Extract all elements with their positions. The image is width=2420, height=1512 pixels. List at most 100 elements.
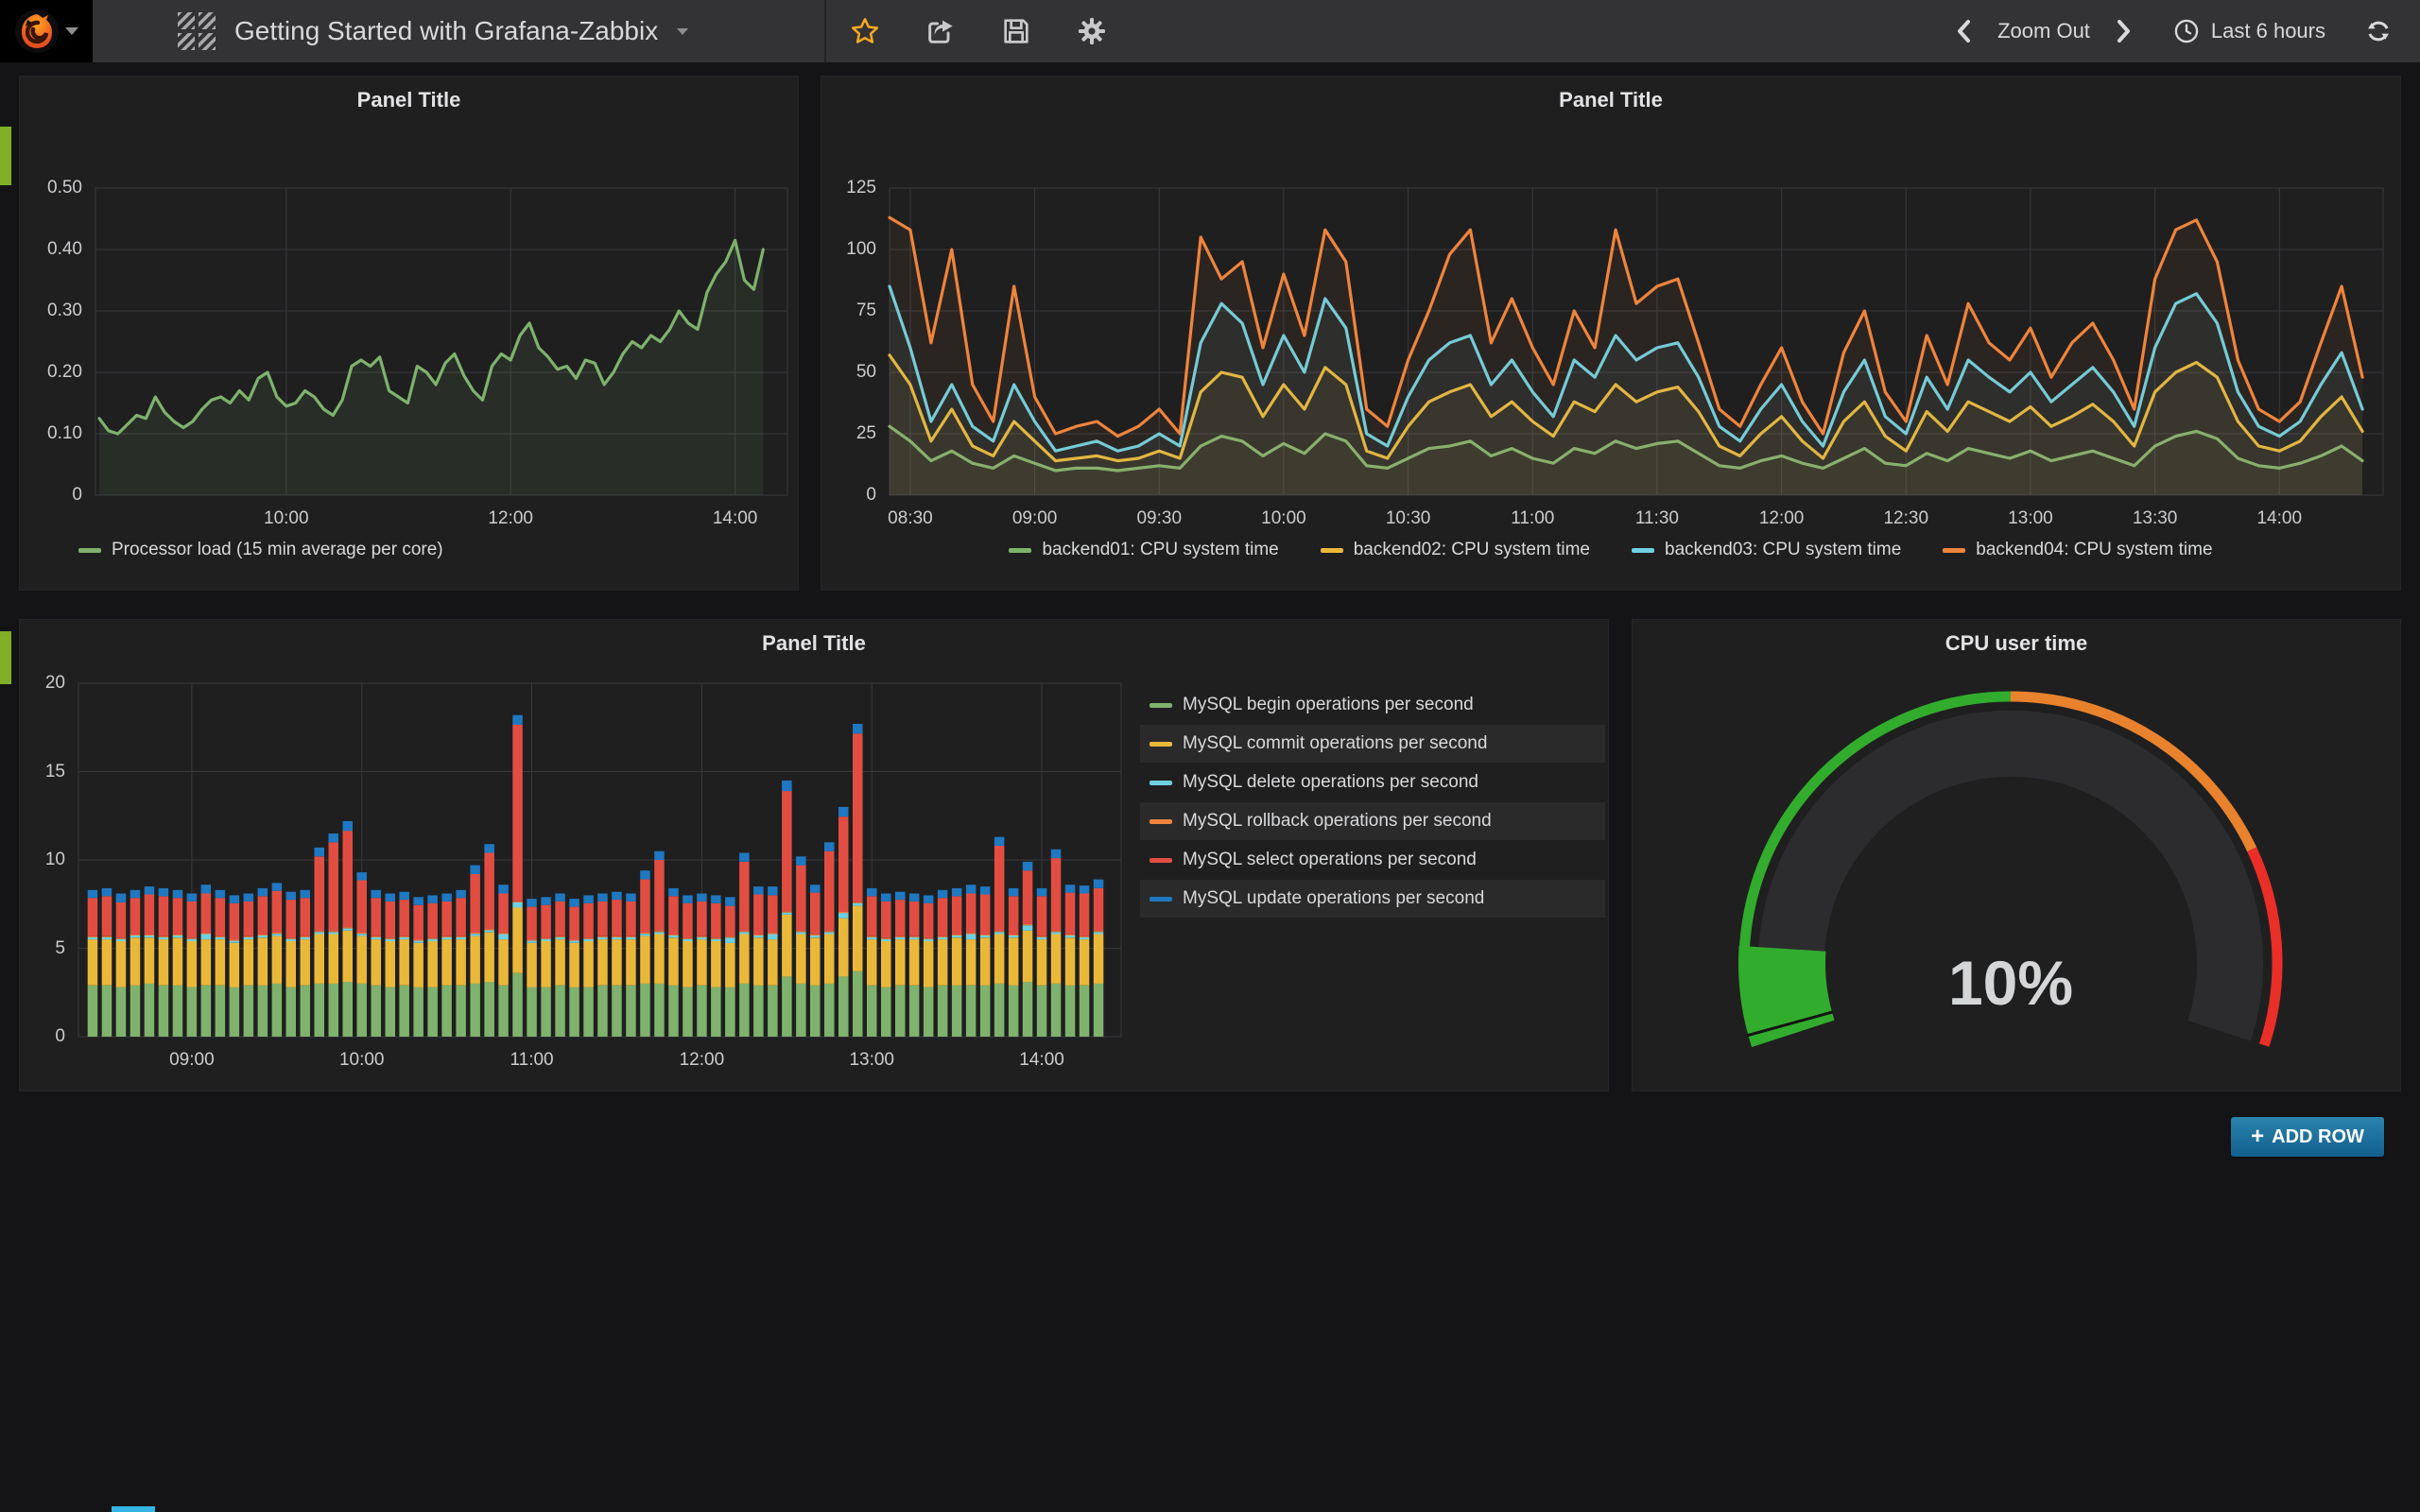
bar-segment: [102, 986, 112, 1037]
legend-item[interactable]: MySQL rollback operations per second: [1140, 802, 1605, 840]
bar-segment: [739, 935, 750, 984]
bar-segment: [938, 939, 948, 986]
bar-segment: [725, 937, 735, 943]
legend-item[interactable]: MySQL delete operations per second: [1140, 764, 1605, 801]
legend-item[interactable]: MySQL begin operations per second: [1140, 686, 1605, 724]
settings-gear-button[interactable]: [1076, 15, 1108, 47]
bar-segment: [683, 939, 693, 941]
bar-segment: [739, 931, 750, 932]
bar-segment: [966, 885, 977, 893]
row-indicator-2[interactable]: [0, 631, 11, 684]
bar-segment: [768, 895, 778, 933]
grafana-logo-menu[interactable]: [0, 0, 93, 62]
refresh-button[interactable]: [2365, 18, 2392, 44]
bar-segment: [952, 937, 962, 986]
legend-item[interactable]: backend04: CPU system time: [1943, 540, 2212, 560]
bar-segment: [668, 986, 679, 1037]
bar-segment: [683, 988, 693, 1037]
dashboard-picker[interactable]: Getting Started with Grafana-Zabbix: [178, 0, 688, 62]
legend-label: MySQL select operations per second: [1183, 850, 1477, 870]
bar-segment: [399, 939, 409, 986]
bar-segment: [88, 936, 98, 937]
legend-item[interactable]: backend02: CPU system time: [1321, 540, 1590, 560]
bar-segment: [612, 936, 622, 937]
bar-segment: [301, 890, 311, 898]
bar-segment: [484, 930, 494, 932]
legend-color-dash: [1150, 819, 1172, 824]
bar-segment: [683, 903, 693, 938]
time-shift-left-button[interactable]: [1954, 17, 1973, 45]
bar-segment: [909, 936, 920, 937]
bar-segment: [441, 986, 452, 1037]
time-shift-right-button[interactable]: [2115, 17, 2134, 45]
bar-segment: [427, 903, 438, 938]
bar-segment: [145, 984, 155, 1037]
bar-segment: [668, 935, 679, 936]
row-indicator-1[interactable]: [0, 127, 11, 185]
bar-segment: [130, 937, 141, 986]
bar-segment: [909, 986, 920, 1037]
share-button[interactable]: [925, 15, 957, 47]
add-row-button[interactable]: + ADD ROW: [2231, 1117, 2384, 1157]
legend-item[interactable]: backend01: CPU system time: [1009, 540, 1278, 560]
bar-segment: [952, 896, 962, 935]
bar-segment: [116, 939, 127, 941]
bar-segment: [1037, 896, 1047, 936]
bar-segment: [838, 807, 849, 816]
line-chart: [20, 77, 800, 592]
bar-segment: [1080, 986, 1090, 1037]
bar-segment: [187, 941, 198, 988]
bar-segment: [456, 898, 466, 936]
gauge-value-arc: [1782, 949, 1793, 1034]
bar-segment: [739, 853, 750, 862]
bar-segment: [512, 715, 523, 725]
bar-segment: [1009, 937, 1019, 986]
bar-segment: [853, 906, 863, 971]
bar-segment: [952, 935, 962, 936]
legend-color-dash: [78, 548, 101, 553]
legend-label: MySQL update operations per second: [1183, 888, 1484, 909]
bar-segment: [555, 894, 565, 902]
bar-segment: [1065, 893, 1076, 935]
bar-segment: [413, 941, 424, 943]
legend-item[interactable]: MySQL select operations per second: [1140, 841, 1605, 879]
bar-segment: [258, 935, 268, 936]
bar-segment: [315, 984, 325, 1037]
grafana-logo-icon: [14, 9, 60, 54]
bar-segment: [697, 986, 707, 1037]
zoom-out-button[interactable]: Zoom Out: [1997, 19, 2090, 43]
legend-item[interactable]: MySQL update operations per second: [1140, 880, 1605, 918]
bar-segment: [924, 939, 934, 941]
bar-segment: [768, 933, 778, 934]
bottom-edge-artifact: [112, 1506, 155, 1512]
bar-segment: [824, 932, 835, 934]
legend-item[interactable]: Processor load (15 min average per core): [78, 540, 443, 560]
legend: Processor load (15 min average per core): [78, 540, 443, 560]
save-button[interactable]: [1000, 15, 1032, 47]
bar-segment: [159, 896, 169, 936]
bar-segment: [569, 907, 579, 940]
legend-label: MySQL rollback operations per second: [1183, 811, 1492, 832]
bar-segment: [527, 940, 537, 941]
bar-segment: [216, 939, 226, 986]
bar-segment: [626, 894, 636, 902]
bar-segment: [810, 885, 821, 892]
bar-segment: [725, 906, 735, 937]
bar-segment: [456, 939, 466, 986]
star-button[interactable]: [849, 15, 881, 47]
bar-segment: [258, 936, 268, 937]
bar-segment: [399, 900, 409, 936]
bar-segment: [258, 986, 268, 1037]
bar-segment: [541, 939, 551, 941]
bar-segment: [244, 902, 254, 936]
bar-segment: [938, 986, 948, 1037]
legend-item[interactable]: backend03: CPU system time: [1632, 540, 1901, 560]
bar-segment: [484, 933, 494, 982]
bar-segment: [230, 941, 240, 943]
bar-segment: [739, 932, 750, 934]
legend-item[interactable]: MySQL commit operations per second: [1140, 725, 1605, 763]
time-range-picker[interactable]: Last 6 hours: [2173, 18, 2325, 44]
clock-icon: [2173, 18, 2200, 44]
bar-segment: [527, 907, 537, 940]
bar-segment: [994, 846, 1005, 931]
